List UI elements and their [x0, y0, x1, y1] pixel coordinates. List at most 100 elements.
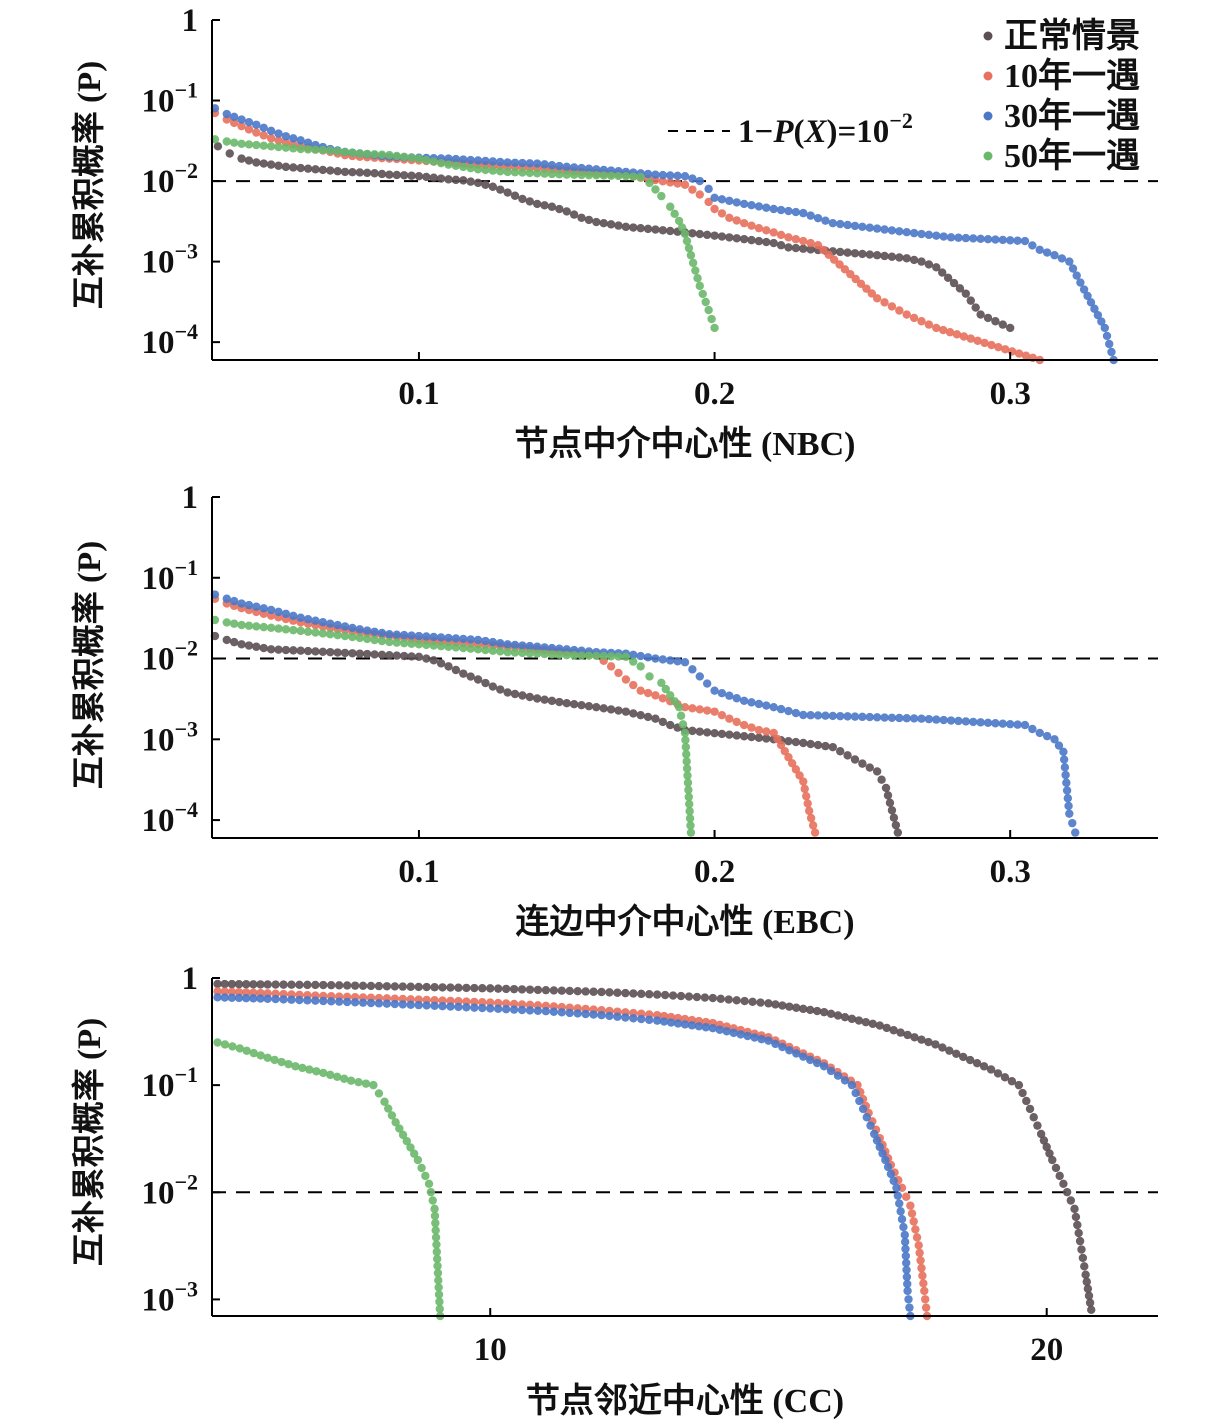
nbc-point-normal-67	[717, 232, 727, 241]
cc-point-normal-41	[533, 985, 543, 995]
ebc-point-50yr-18	[348, 632, 357, 642]
nbc-point-normal-25	[407, 171, 416, 180]
legend-label-30yr: 30年一遇	[1004, 97, 1140, 135]
cc-point-30yr-39	[517, 1005, 527, 1015]
nbc-point-10yr-70	[732, 216, 741, 225]
nbc-point-normal-79	[806, 245, 815, 254]
nbc-point-30yr-73	[754, 202, 764, 211]
nbc-point-30yr-109	[1020, 236, 1030, 246]
cc-point-30yr-21	[374, 999, 384, 1008]
nbc-point-10yr-5	[252, 128, 261, 137]
cc-point-10yr-33	[470, 997, 479, 1007]
ebc-point-30yr-7	[266, 605, 276, 615]
nbc-point-10yr-84	[829, 255, 839, 264]
nbc-point-10yr-92	[872, 294, 882, 303]
cc-y-tick-label-3: 10−3	[141, 1276, 198, 1318]
ebc-point-normal-44	[540, 695, 549, 704]
ebc-point-50yr-73	[683, 778, 693, 787]
cc-point-30yr-20	[366, 998, 376, 1008]
nbc-point-10yr-103	[952, 330, 962, 339]
ebc-point-normal-40	[510, 689, 520, 699]
ebc-point-normal-53	[606, 705, 616, 714]
nbc-point-30yr-127	[1105, 339, 1114, 349]
cc-point-10yr-32	[462, 997, 471, 1006]
cc-point-normal-3	[234, 979, 244, 989]
cc-point-30yr-8	[271, 994, 280, 1004]
annotation-close: )=10	[827, 114, 890, 150]
nbc-y-tick-label-1: 10−1	[141, 78, 198, 120]
cc-point-normal-98	[959, 1052, 968, 1062]
nbc-point-normal-69	[732, 234, 741, 243]
ebc-point-normal-12	[303, 646, 313, 656]
ebc-point-normal-54	[614, 706, 623, 715]
ebc-point-30yr-56	[629, 650, 638, 660]
ebc-point-normal-82	[821, 741, 830, 751]
nbc-point-50yr-12	[303, 145, 313, 154]
nbc-point-30yr-49	[577, 163, 586, 173]
nbc-point-10yr-93	[880, 298, 889, 307]
ebc-point-30yr-79	[799, 710, 808, 720]
ebc-point-30yr-65	[695, 672, 704, 681]
cc-point-normal-13	[311, 980, 320, 990]
cc-point-50yr-11	[291, 1062, 300, 1071]
ebc-point-30yr-102	[969, 717, 978, 727]
nbc-point-normal-44	[547, 202, 557, 211]
nbc-point-50yr-72	[695, 281, 704, 291]
cc-point-normal-107	[1018, 1088, 1027, 1098]
nbc-point-normal-28	[429, 173, 438, 182]
nbc-point-50yr-46	[555, 170, 564, 179]
cc-point-30yr-110	[902, 1272, 912, 1282]
ebc-point-30yr-89	[872, 713, 882, 722]
nbc-point-10yr-112	[1014, 349, 1024, 358]
cc-point-normal-126	[1075, 1236, 1085, 1246]
ebc-point-30yr-114	[1054, 741, 1064, 750]
cc-point-normal-17	[342, 981, 352, 990]
ebc-point-30yr-32	[451, 634, 461, 643]
nbc-series-50yr	[210, 135, 719, 333]
nbc-point-normal-36	[488, 182, 498, 191]
cc-point-30yr-79	[812, 1058, 822, 1068]
ebc-point-50yr-24	[392, 638, 401, 647]
cc-point-50yr-45	[432, 1247, 442, 1256]
nbc-point-10yr-96	[902, 310, 911, 319]
nbc-point-normal-65	[702, 230, 712, 240]
nbc-point-normal-24	[399, 171, 409, 180]
nbc-point-normal-22	[385, 170, 394, 179]
cc-point-50yr-32	[409, 1149, 419, 1158]
cc-point-30yr-101	[896, 1207, 905, 1216]
nbc-point-30yr-77	[784, 206, 793, 216]
cc-point-50yr-28	[395, 1124, 404, 1133]
ebc-point-50yr-30	[436, 641, 446, 651]
ebc-point-50yr-46	[555, 650, 564, 660]
ebc-point-50yr-23	[385, 637, 394, 647]
cc-point-10yr-108	[916, 1256, 925, 1265]
cc-point-30yr-47	[581, 1009, 590, 1019]
cc-point-30yr-10	[287, 995, 296, 1004]
ebc-point-30yr-81	[813, 711, 823, 720]
ebc-x-axis-label: 连边中介中心性 (EBC)	[515, 903, 854, 941]
nbc-point-normal-14	[326, 166, 335, 175]
ebc-point-50yr-48	[569, 651, 579, 660]
nbc-point-50yr-39	[503, 167, 512, 177]
cc-point-30yr-60	[680, 1020, 690, 1029]
ebc-point-10yr-63	[680, 702, 690, 712]
cc-panel: 10 20 1 10−1 10−2 10−3 节点邻近中心性 (CC) 互补累积概率 (…	[71, 961, 1158, 1420]
legend-marker-normal	[983, 31, 993, 41]
cc-point-normal-18	[350, 981, 360, 990]
nbc-point-normal-0	[213, 142, 223, 151]
ebc-point-50yr-40	[510, 648, 520, 657]
nbc-point-normal-94	[917, 257, 926, 266]
cc-point-normal-21	[374, 981, 384, 991]
ebc-point-50yr-77	[685, 807, 694, 816]
nbc-point-normal-103	[971, 303, 980, 312]
nbc-point-30yr-61	[666, 171, 675, 180]
ebc-point-30yr-74	[762, 701, 771, 710]
nbc-point-10yr-66	[704, 197, 713, 207]
ebc-point-normal-61	[666, 720, 675, 730]
nbc-point-normal-43	[540, 201, 549, 210]
cc-point-10yr-102	[907, 1209, 917, 1218]
ebc-point-normal-21	[370, 650, 379, 659]
cc-x-tick-label-0: 10	[474, 1332, 507, 1368]
ebc-point-50yr-16	[333, 630, 342, 640]
ebc-point-30yr-3	[237, 599, 246, 608]
